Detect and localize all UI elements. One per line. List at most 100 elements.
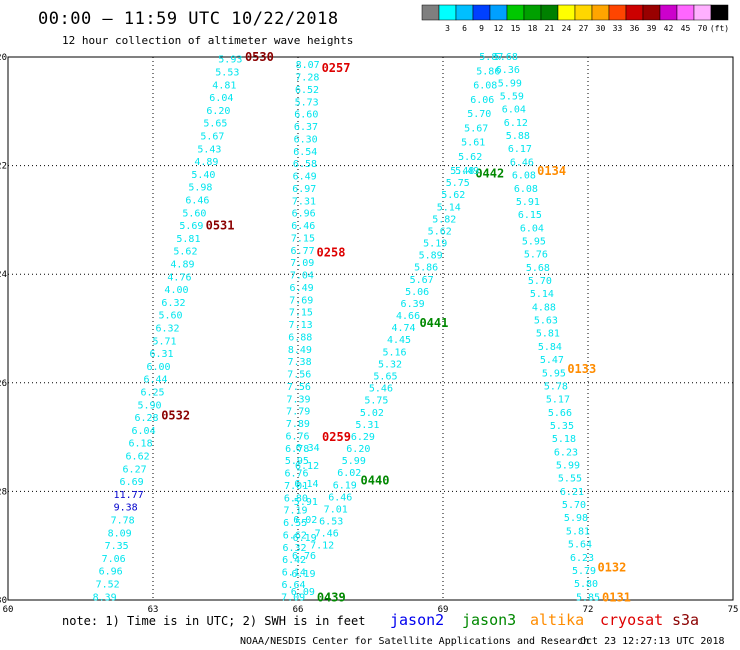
- axis-ticks: 60 63 66 69 72 75 -20 -22 -24 -26 -28 -30: [0, 53, 738, 615]
- timestamp-text: Oct 23 12:27:13 UTC 2018: [580, 636, 725, 647]
- legend-item-altika: altika: [530, 611, 584, 629]
- wave-height-value: 5.62: [173, 247, 197, 258]
- wave-height-value: 5.16: [382, 347, 406, 358]
- wave-height-value: 6.06: [470, 95, 494, 106]
- wave-height-value: 5.60: [158, 311, 182, 322]
- units-note: note: 1) Time is in UTC; 2) SWH is in fe…: [62, 614, 365, 628]
- wave-height-value: 4.89: [194, 157, 218, 168]
- wave-height-value: 7.39: [287, 394, 311, 405]
- colorbar-label: 39: [647, 24, 657, 33]
- wave-height-value: 5.86: [414, 263, 438, 274]
- wave-height-value: 7.09: [290, 258, 314, 269]
- wave-height-value: 5.64: [568, 540, 592, 551]
- colorbar-swatch: [608, 4, 627, 21]
- wave-height-value: 6.62: [283, 530, 307, 541]
- wave-height-value: 5.62: [458, 152, 482, 163]
- wave-height-value: 8.07: [296, 60, 320, 71]
- colorbar-label: 9: [479, 24, 484, 33]
- colorbar-label: 30: [596, 24, 606, 33]
- wave-height-value: 6.14: [282, 568, 306, 579]
- wave-height-value: 6.80: [284, 493, 308, 504]
- wave-height-value: 5.99: [342, 456, 366, 467]
- wave-height-value: 7.19: [283, 506, 307, 517]
- wave-height-value: 6.28: [135, 413, 159, 424]
- wave-height-value: 8.49: [288, 345, 312, 356]
- wave-height-value: 6.32: [282, 543, 306, 554]
- wave-height-value: 5.73: [295, 97, 319, 108]
- wave-height-value: 6.04: [520, 223, 544, 234]
- grid-lines: [8, 57, 733, 600]
- wave-height-value: 6.27: [123, 464, 147, 475]
- wave-height-value: 6.96: [292, 209, 316, 220]
- wave-height-value: 5.99: [498, 78, 522, 89]
- wave-height-value: 6.32: [161, 298, 185, 309]
- wave-height-value: 4.81: [212, 80, 236, 91]
- wave-height-value: 6.60: [294, 110, 318, 121]
- wave-height-value: 5.89: [419, 251, 443, 262]
- colorbar-label: 12: [494, 24, 504, 33]
- wave-height-value: 6.04: [132, 426, 156, 437]
- wave-height-value: 6.00: [146, 362, 170, 373]
- wave-height-value: 6.20: [206, 106, 230, 117]
- credit-text: NOAA/NESDIS Center for Satellite Applica…: [240, 636, 589, 647]
- wave-height-value: 6.29: [351, 432, 375, 443]
- pass-time-label: 0131: [602, 590, 631, 604]
- pass-time-label: 0532: [161, 408, 190, 422]
- colorbar-swatch: [540, 4, 559, 21]
- wave-height-value: 5.70: [528, 276, 552, 287]
- wave-height-value: 4.45: [387, 335, 411, 346]
- colorbar-swatch: [676, 4, 695, 21]
- legend-item-jason2: jason2: [390, 611, 444, 629]
- legend-item-s3a: s3a: [672, 611, 699, 629]
- wave-height-value: 5.85: [576, 592, 600, 603]
- colorbar-label: 3: [445, 24, 450, 33]
- x-tick-label: 75: [728, 605, 739, 615]
- wave-height-value: 7.56: [287, 382, 311, 393]
- pass-time-label: 0133: [567, 362, 596, 376]
- colorbar-swatch: [455, 4, 474, 21]
- wave-height-value: 5.70: [562, 500, 586, 511]
- colorbar-swatch: [489, 4, 508, 21]
- wave-height-value: 6.42: [282, 555, 306, 566]
- colorbar-label: 33: [613, 24, 623, 33]
- wave-height-value: 7.15: [289, 308, 313, 319]
- wave-height-value: 5.95: [522, 236, 546, 247]
- pass-time-label: 0442: [475, 167, 504, 181]
- wave-height-value: 5.61: [461, 138, 485, 149]
- wave-height-value: 6.69: [120, 477, 144, 488]
- colorbar-swatch: [659, 4, 678, 21]
- colorbar-swatch: [523, 4, 542, 21]
- chart-subtitle: 12 hour collection of altimeter wave hei…: [62, 34, 353, 47]
- wave-height-value: 5.65: [203, 119, 227, 130]
- wave-height-value: 6.23: [554, 447, 578, 458]
- wave-height-value: 5.78: [544, 381, 568, 392]
- wave-height-value: 5.67: [464, 123, 488, 134]
- wave-height-value: 4.76: [167, 272, 191, 283]
- colorbar-label: 15: [511, 24, 521, 33]
- wave-height-value: 5.75: [446, 178, 470, 189]
- wave-height-value: 5.70: [467, 109, 491, 120]
- x-tick-label: 63: [148, 605, 159, 615]
- colorbar-swatch: [625, 4, 644, 21]
- wave-height-value: 5.84: [538, 342, 562, 353]
- wave-height-value: 6.46: [328, 492, 352, 503]
- pass-time-label: 0257: [322, 61, 351, 75]
- wave-height-value: 6.25: [140, 387, 164, 398]
- wave-height-value: 7.15: [291, 233, 315, 244]
- colorbar-swatch: [574, 4, 593, 21]
- wave-height-value: 6.46: [510, 157, 534, 168]
- wave-height-value: 5.90: [138, 400, 162, 411]
- wave-height-value: 6.17: [508, 144, 532, 155]
- wave-height-value: 6.88: [288, 332, 312, 343]
- wave-height-value: 7.69: [289, 295, 313, 306]
- wave-height-value: 5.86: [476, 66, 500, 77]
- wave-height-value: 6.19: [293, 533, 317, 544]
- colorbar-label: 18: [528, 24, 538, 33]
- colorbar-swatch: [506, 4, 525, 21]
- chart-title: 00:00 — 11:59 UTC 10/22/2018: [38, 9, 339, 29]
- pass-time-label: 0258: [317, 245, 346, 259]
- wave-height-value: 7.12: [310, 541, 334, 552]
- wave-height-value: 6.39: [401, 299, 425, 310]
- wave-height-value: 5.87: [479, 52, 503, 63]
